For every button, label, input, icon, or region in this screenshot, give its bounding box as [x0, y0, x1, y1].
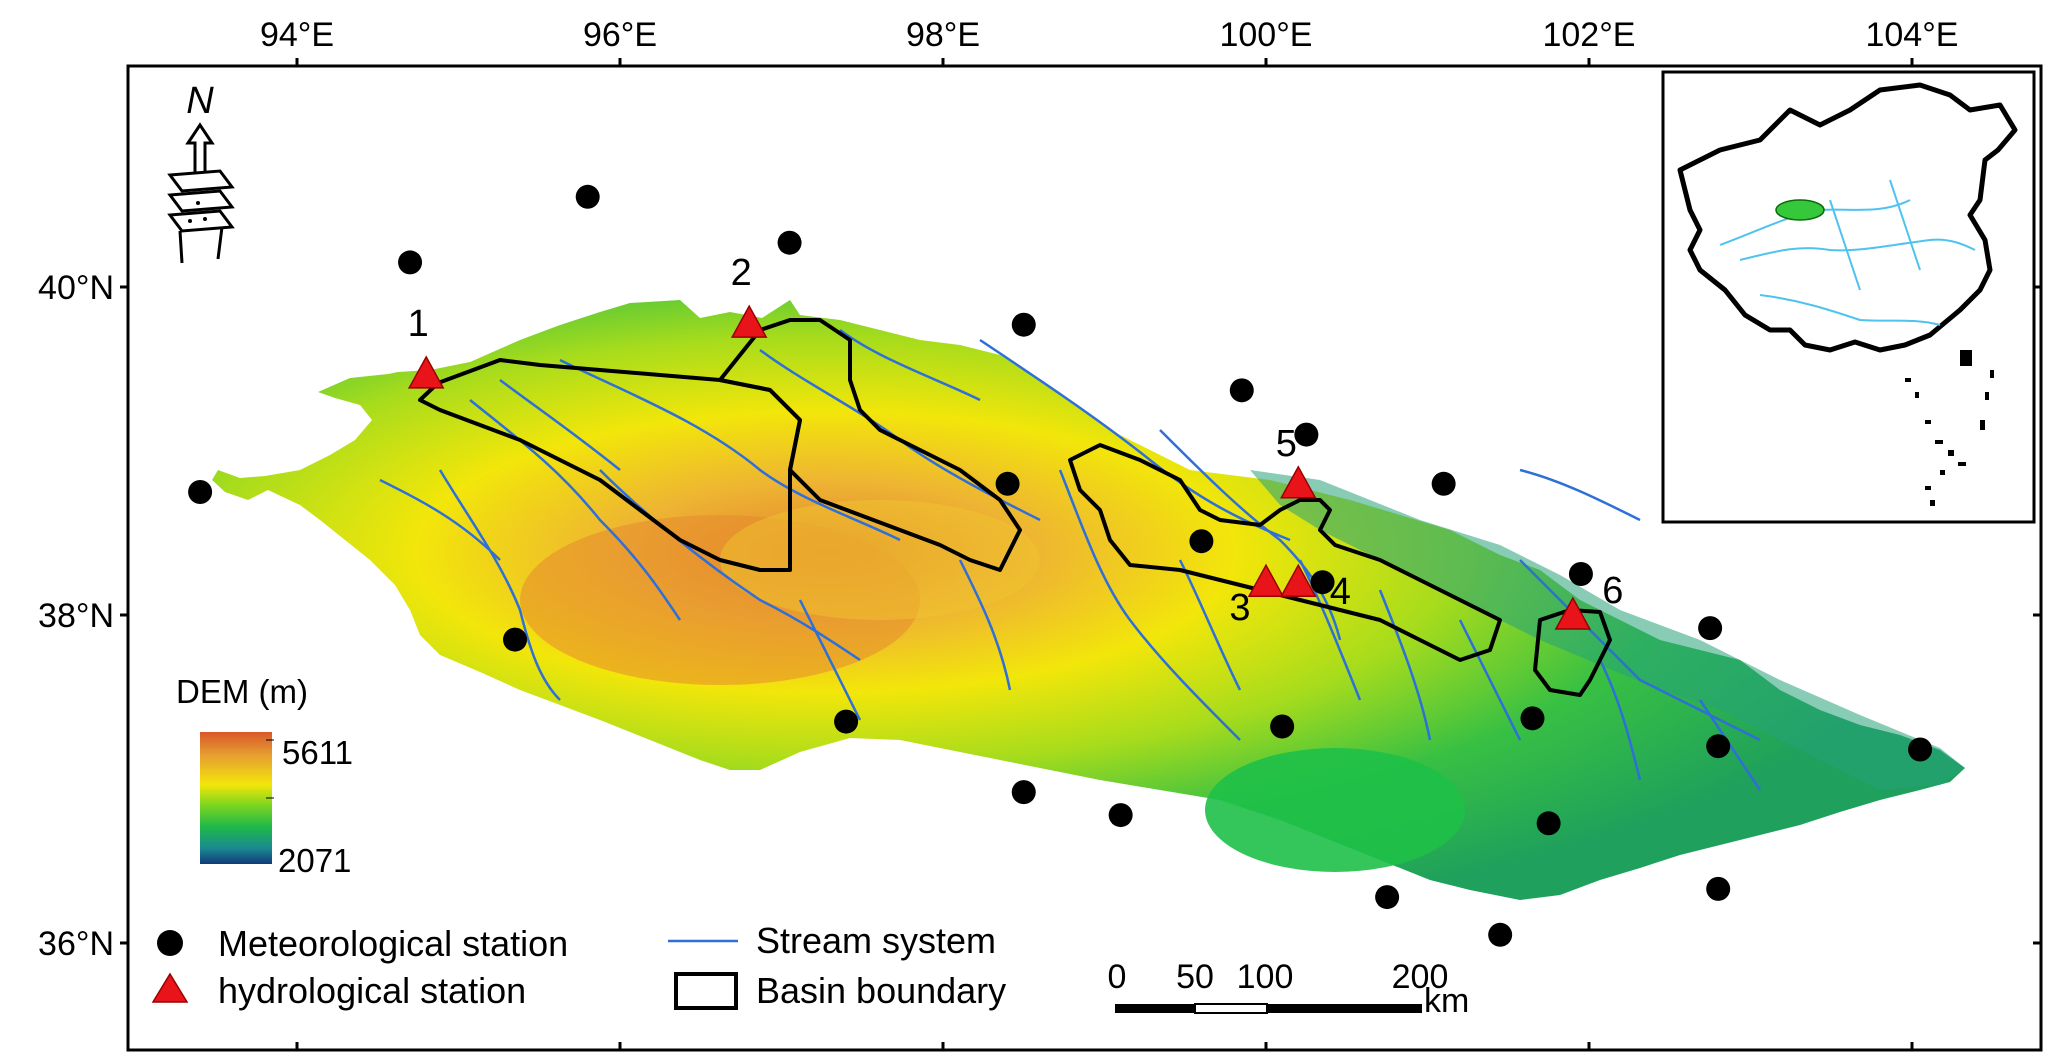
- hydrological-station-marker: [1280, 563, 1317, 597]
- scale-tick-label: 100: [1237, 958, 1294, 996]
- longitude-labels: 94°E 96°E 98°E 100°E 102°E 104°E: [260, 16, 1959, 54]
- meteorological-station-marker: [1908, 737, 1933, 762]
- north-label: N: [186, 80, 214, 122]
- meteorological-station-marker: [1375, 885, 1400, 910]
- basin-legend-label: Basin boundary: [756, 970, 1006, 1011]
- map-legend: Meteorological station hydrological stat…: [151, 920, 1006, 1011]
- scale-tick-label: 0: [1108, 958, 1127, 996]
- meteorological-station-marker: [1698, 616, 1723, 641]
- graticule-ticks: [120, 58, 2041, 1050]
- longitude-label: 102°E: [1542, 16, 1635, 54]
- meteorological-station-symbol: [157, 930, 183, 956]
- hydrological-stations: 1 2 3 4 5 6: [407, 252, 1623, 630]
- hydrological-station-marker: [730, 304, 768, 338]
- meteorological-station-marker: [1706, 876, 1731, 901]
- hydrological-station-symbol: [151, 972, 189, 1003]
- scale-bar: 0 50 100 200 km: [1108, 958, 1470, 1020]
- basin-legend-symbol: [674, 972, 738, 1010]
- latitude-label: 38°N: [38, 597, 114, 635]
- longitude-label: 98°E: [906, 16, 980, 54]
- meteorological-stations: [188, 184, 1933, 947]
- dem-legend-title: DEM (m): [176, 673, 308, 710]
- latitude-label: 40°N: [38, 269, 114, 307]
- meteorological-station-marker: [1229, 378, 1254, 403]
- dem-legend: DEM (m) 5611 2071: [176, 673, 353, 879]
- meteorological-station-marker: [1568, 562, 1593, 586]
- stream-legend-label: Stream system: [756, 920, 996, 961]
- dem-color-ramp: [200, 732, 272, 864]
- meteorological-station-marker: [188, 480, 213, 504]
- meteorological-station-marker: [1706, 734, 1731, 759]
- scale-unit: km: [1424, 982, 1469, 1020]
- hydrological-station-marker: [1247, 563, 1285, 597]
- hydrological-station-marker: [1280, 465, 1317, 499]
- hydrological-station-id: 4: [1330, 571, 1351, 613]
- dem-max-label: 5611: [282, 734, 353, 771]
- hydrological-station-id: 3: [1229, 587, 1250, 629]
- meteorological-station-marker: [1189, 529, 1214, 554]
- meteorological-station-marker: [1294, 422, 1319, 447]
- meteorological-legend-label: Meteorological station: [218, 923, 568, 964]
- meteorological-station-marker: [1520, 706, 1545, 731]
- meteorological-station-marker: [777, 230, 802, 255]
- longitude-label: 100°E: [1219, 16, 1312, 54]
- hydrological-station-id: 6: [1602, 570, 1623, 612]
- hydrological-station-id: 2: [731, 252, 752, 294]
- longitude-label: 94°E: [260, 16, 334, 54]
- north-arrow-icon: N: [167, 80, 235, 264]
- meteorological-station-marker: [1488, 922, 1513, 947]
- longitude-label: 104°E: [1865, 16, 1958, 54]
- hydrological-legend-label: hydrological station: [218, 970, 526, 1011]
- meteorological-station-marker: [575, 184, 600, 209]
- meteorological-station-marker: [1310, 570, 1335, 595]
- hydrological-station-marker: [1554, 596, 1592, 630]
- meteorological-station-marker: [398, 250, 423, 275]
- meteorological-station-marker: [1431, 471, 1456, 496]
- hydrological-station-id: 1: [408, 303, 429, 345]
- meteorological-station-marker: [834, 709, 859, 734]
- scale-tick-label: 50: [1176, 958, 1214, 996]
- meteorological-station-marker: [1270, 714, 1295, 739]
- meteorological-station-marker: [1011, 780, 1036, 805]
- latitude-label: 36°N: [38, 925, 114, 963]
- longitude-label: 96°E: [583, 16, 657, 54]
- scale-tick-label: 200: [1392, 958, 1449, 996]
- meteorological-station-marker: [1011, 312, 1036, 337]
- meteorological-station-marker: [503, 627, 528, 652]
- latitude-labels: 40°N 38°N 36°N: [38, 269, 114, 963]
- hydrological-station-id: 5: [1276, 423, 1297, 465]
- hydrological-station-marker: [407, 355, 445, 389]
- meteorological-station-marker: [995, 471, 1020, 496]
- meteorological-station-marker: [1536, 811, 1561, 836]
- inset-china-map: [1661, 70, 2036, 524]
- inset-islands: [1905, 350, 1994, 506]
- dem-min-label: 2071: [278, 842, 351, 879]
- meteorological-station-marker: [1108, 803, 1133, 828]
